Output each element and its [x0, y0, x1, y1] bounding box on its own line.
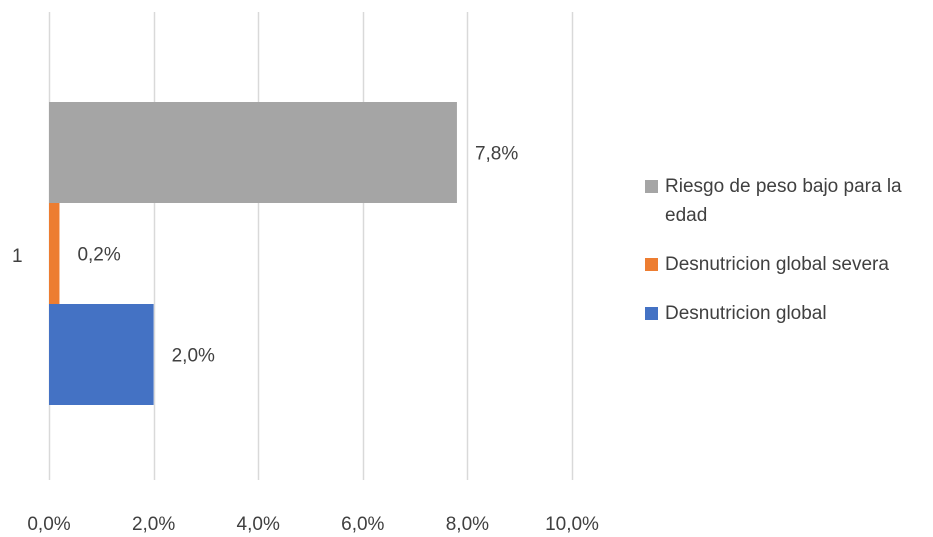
data-label: 2,0%	[172, 346, 215, 367]
legend-item-desnutricion-severa: Desnutricion global severa	[645, 250, 930, 279]
bar	[49, 102, 457, 203]
x-tick-label: 0,0%	[27, 514, 70, 535]
x-tick-label: 4,0%	[237, 514, 280, 535]
x-tick-label: 6,0%	[341, 514, 384, 535]
legend-swatch	[645, 307, 658, 320]
bar	[49, 304, 154, 405]
legend-item-desnutricion-global: Desnutricion global	[645, 299, 930, 328]
data-labels: 7,8% 0,2% 2,0%	[77, 144, 518, 367]
legend-label: Desnutricion global severa	[665, 254, 889, 275]
x-tick-label: 10,0%	[545, 514, 599, 535]
gridlines	[48, 12, 574, 480]
category-axis: 1	[12, 246, 23, 267]
bar	[49, 203, 60, 304]
legend-label: Desnutricion global	[665, 303, 827, 324]
x-axis-ticks: 0,0% 2,0% 4,0% 6,0% 8,0% 10,0%	[27, 514, 599, 535]
legend-label: Riesgo de peso bajo para la edad	[665, 176, 902, 226]
legend-swatch	[645, 258, 658, 271]
bars	[49, 102, 457, 405]
category-label: 1	[12, 246, 23, 267]
data-label: 7,8%	[475, 144, 518, 165]
data-label: 0,2%	[77, 245, 120, 266]
x-tick-label: 2,0%	[132, 514, 175, 535]
legend-item-riesgo: Riesgo de peso bajo para la edad	[645, 172, 930, 230]
x-tick-label: 8,0%	[446, 514, 489, 535]
legend: Riesgo de peso bajo para la edad Desnutr…	[645, 172, 930, 328]
legend-swatch	[645, 180, 658, 193]
